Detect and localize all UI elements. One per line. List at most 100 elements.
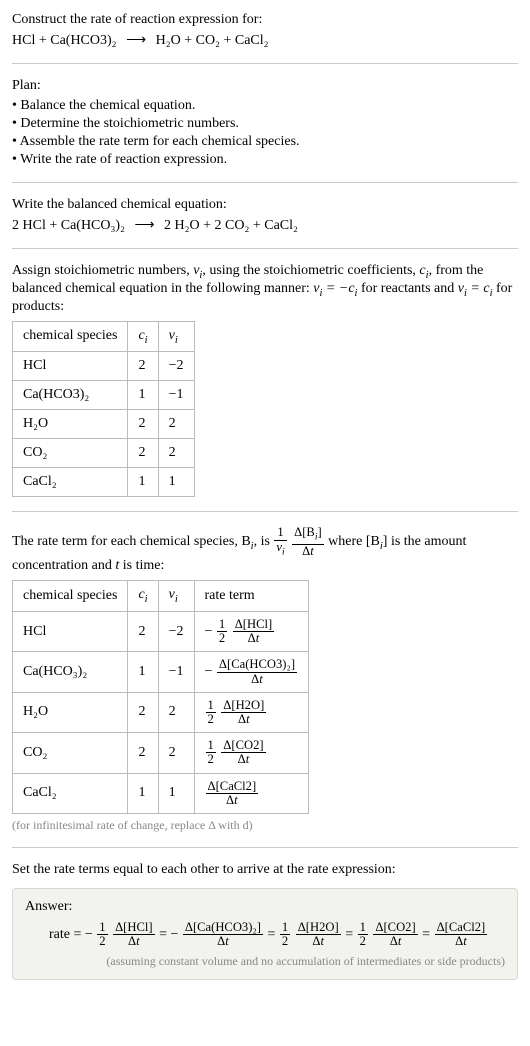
eq: = [422, 927, 433, 942]
cell: HCl [13, 352, 128, 381]
nu-i: νi [193, 263, 202, 278]
table-row: CaCl₂11 [13, 468, 195, 497]
cell: 1 [158, 468, 194, 497]
plan-section: Plan: • Balance the chemical equation. •… [12, 78, 518, 168]
dt: Δt [221, 753, 265, 766]
neg: − [205, 624, 213, 639]
eq-right: 2 H₂O + 2 CO₂ + CaCl₂ [164, 218, 298, 233]
stoich-intro: Assign stoichiometric numbers, νi, using… [12, 263, 518, 315]
delta: Δ[H2O] [221, 699, 266, 713]
cell: −2 [158, 352, 194, 381]
delta: Δ[CaCl2] [206, 780, 259, 794]
divider [12, 847, 518, 848]
divider [12, 248, 518, 249]
cell: 2 [128, 439, 158, 468]
cell: 2 [128, 352, 158, 381]
cell: 2 [128, 611, 158, 651]
plan-item: • Assemble the rate term for each chemic… [12, 134, 518, 150]
dt: Δt [206, 794, 259, 807]
cell: Ca(HCO₃)₂ [13, 652, 128, 692]
cell: 1 [158, 773, 194, 813]
answer-box: Answer: rate = − 12 Δ[HCl]Δt = − Δ[Ca(HC… [12, 888, 518, 980]
table-row: Ca(HCO₃)₂ 1 −1 − Δ[Ca(HCO3)₂]Δt [13, 652, 309, 692]
cell: CO₂ [13, 733, 128, 773]
neg: − [205, 664, 213, 679]
arrow-icon: ⟶ [126, 32, 146, 49]
cell-rate: 12 Δ[CO2]Δt [194, 733, 309, 773]
table-row: HCl2−2 [13, 352, 195, 381]
plan-item: • Write the rate of reaction expression. [12, 152, 518, 168]
cell: H₂O [13, 410, 128, 439]
dt: Δt [233, 632, 274, 645]
plan-item: • Determine the stoichiometric numbers. [12, 116, 518, 132]
table-row: CO₂ 2 2 12 Δ[CO2]Δt [13, 733, 309, 773]
den: 2 [206, 753, 216, 766]
final-title: Set the rate terms equal to each other t… [12, 862, 518, 878]
delta: Δ[Ca(HCO3)₂] [217, 658, 297, 672]
cell: Ca(HCO3)₂ [13, 381, 128, 410]
text: for reactants and [357, 281, 457, 296]
balanced-section: Write the balanced chemical equation: 2 … [12, 197, 518, 234]
cell: 1 [128, 381, 158, 410]
infinitesimal-note: (for infinitesimal rate of change, repla… [12, 818, 518, 833]
cell-rate: Δ[CaCl2]Δt [194, 773, 309, 813]
cell: 2 [128, 410, 158, 439]
divider [12, 182, 518, 183]
text: The rate term for each chemical species,… [12, 534, 251, 549]
table-header-row: chemical species ci νi rate term [13, 581, 309, 612]
cell-rate: − 12 Δ[HCl]Δt [194, 611, 309, 651]
col-species: chemical species [13, 581, 128, 612]
arrow-icon: ⟶ [134, 217, 154, 234]
plan-item-text: Determine the stoichiometric numbers. [20, 116, 239, 131]
den: 2 [206, 713, 216, 726]
eq: = − [73, 927, 92, 942]
table-row: CaCl₂ 1 1 Δ[CaCl2]Δt [13, 773, 309, 813]
cell: −1 [158, 652, 194, 692]
col-c: ci [128, 581, 158, 612]
rate-term-section: The rate term for each chemical species,… [12, 526, 518, 833]
plan-item-text: Balance the chemical equation. [20, 98, 195, 113]
cell: −1 [158, 381, 194, 410]
relation-reactants: νi = −ci [313, 281, 357, 296]
problem-title: Construct the rate of reaction expressio… [12, 12, 518, 28]
delta: Δ[CO2] [221, 739, 265, 753]
cell: 2 [158, 733, 194, 773]
eq-right: H₂O + CO₂ + CaCl₂ [156, 33, 269, 48]
text: Assign stoichiometric numbers, [12, 263, 193, 278]
stoich-section: Assign stoichiometric numbers, νi, using… [12, 263, 518, 497]
cell: CaCl₂ [13, 468, 128, 497]
delta: Δ[HCl] [233, 618, 274, 632]
eq-left: 2 HCl + Ca(HCO₃)₂ [12, 218, 125, 233]
plan-title: Plan: [12, 78, 518, 94]
relation-products: νi = ci [458, 281, 493, 296]
balanced-equation: 2 HCl + Ca(HCO₃)₂ ⟶ 2 H₂O + 2 CO₂ + CaCl… [12, 217, 518, 234]
plan-list: • Balance the chemical equation. • Deter… [12, 98, 518, 168]
cell: 2 [158, 692, 194, 732]
stoich-table: chemical species ci νi HCl2−2 Ca(HCO3)₂1… [12, 321, 195, 498]
divider [12, 63, 518, 64]
plan-item-text: Write the rate of reaction expression. [20, 152, 227, 167]
text: , using the stoichiometric coefficients, [202, 263, 419, 278]
plan-item-text: Assemble the rate term for each chemical… [20, 134, 300, 149]
num: 1 [206, 739, 216, 753]
dt: Δt [217, 673, 297, 686]
rate-term-table: chemical species ci νi rate term HCl 2 −… [12, 580, 309, 814]
col-nu: νi [158, 321, 194, 352]
num: 1 [206, 699, 216, 713]
final-section: Set the rate terms equal to each other t… [12, 862, 518, 980]
rate-label: rate [49, 927, 70, 942]
cell: 2 [158, 439, 194, 468]
eq: = − [159, 927, 178, 942]
table-row: H₂O22 [13, 410, 195, 439]
rate-term-formula: 1νi Δ[Bi]Δt [273, 534, 328, 549]
den: 2 [217, 632, 227, 645]
table-row: CO₂22 [13, 439, 195, 468]
divider [12, 511, 518, 512]
problem-statement: Construct the rate of reaction expressio… [12, 12, 518, 49]
cell: CO₂ [13, 439, 128, 468]
dt: Δt [221, 713, 266, 726]
cell: HCl [13, 611, 128, 651]
c-i: ci [419, 263, 428, 278]
cell-rate: 12 Δ[H2O]Δt [194, 692, 309, 732]
unbalanced-equation: HCl + Ca(HCO3)₂ ⟶ H₂O + CO₂ + CaCl₂ [12, 32, 518, 49]
